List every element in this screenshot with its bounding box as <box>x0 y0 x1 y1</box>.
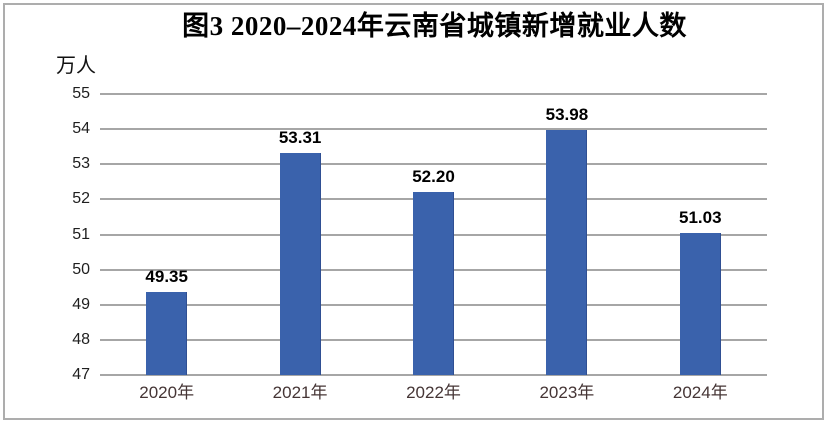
data-label-2020年: 49.35 <box>145 267 188 287</box>
y-tick-label-48: 48 <box>72 330 90 348</box>
gridline-54 <box>100 128 767 131</box>
data-label-2022年: 52.20 <box>412 167 455 187</box>
y-tick-label-47: 47 <box>72 366 90 383</box>
data-label-2023年: 53.98 <box>545 104 589 124</box>
bar-2023年 <box>546 129 588 375</box>
bar-2024年 <box>679 233 721 375</box>
bar-2020年 <box>146 292 188 375</box>
x-tick-label-2024年: 2024年 <box>672 383 728 402</box>
y-tick-label-52: 52 <box>72 190 90 208</box>
y-axis-unit-label: 万人 <box>56 55 96 77</box>
gridline-47 <box>100 374 767 376</box>
gridline-53 <box>100 163 767 166</box>
y-tick-label-49: 49 <box>72 295 90 313</box>
data-label-2024年: 51.03 <box>679 208 722 228</box>
chart-title: 图3 2020–2024年云南省城镇新增就业人数 <box>182 11 687 41</box>
bar-2021年 <box>279 153 321 375</box>
y-tick-label-50: 50 <box>72 260 90 278</box>
x-tick-label-2020年: 2020年 <box>139 383 195 402</box>
y-tick-label-55: 55 <box>72 85 90 102</box>
data-label-2021年: 53.31 <box>278 128 322 148</box>
y-tick-label-54: 54 <box>72 120 90 138</box>
bar-2022年 <box>413 192 454 375</box>
x-tick-label-2022年: 2022年 <box>406 383 461 402</box>
x-tick-label-2021年: 2021年 <box>272 383 328 402</box>
y-tick-label-53: 53 <box>72 155 90 173</box>
gridline-55 <box>100 93 767 95</box>
y-tick-label-51: 51 <box>72 225 90 243</box>
x-tick-label-2023年: 2023年 <box>539 383 595 402</box>
